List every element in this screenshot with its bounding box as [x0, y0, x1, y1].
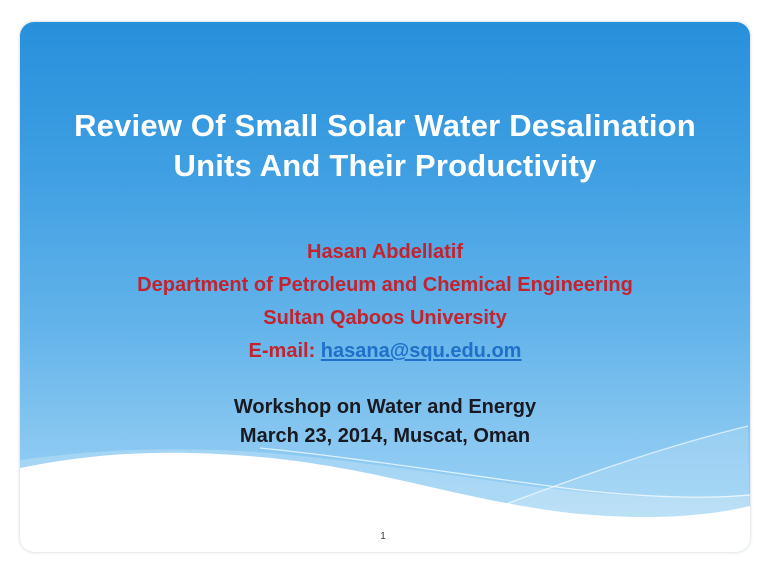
- slide-title-line-2: Units And Their Productivity: [173, 148, 597, 183]
- email-link[interactable]: hasana@squ.edu.om: [320, 340, 522, 362]
- author-department: Department of Petroleum and Chemical Eng…: [137, 274, 633, 296]
- page-number: 1: [380, 531, 386, 542]
- slide-title-line-1: Review Of Small Solar Water Desalination: [74, 108, 696, 143]
- author-university: Sultan Qaboos University: [263, 307, 507, 329]
- author-block: Hasan Abdellatif Department of Petroleum…: [20, 236, 750, 368]
- wave-decoration: [20, 425, 750, 552]
- author-name: Hasan Abdellatif: [307, 241, 463, 263]
- author-email-line: E-mail: hasana@squ.edu.om: [20, 335, 750, 368]
- event-date-location: March 23, 2014, Muscat, Oman: [239, 425, 531, 447]
- email-label: E-mail:: [248, 340, 316, 362]
- event-block: Workshop on Water and Energy March 23, 2…: [20, 393, 750, 451]
- event-name: Workshop on Water and Energy: [233, 396, 537, 418]
- presentation-slide: Review Of Small Solar Water Desalination…: [20, 22, 750, 552]
- slide-title: Review Of Small Solar Water Desalination…: [30, 106, 740, 186]
